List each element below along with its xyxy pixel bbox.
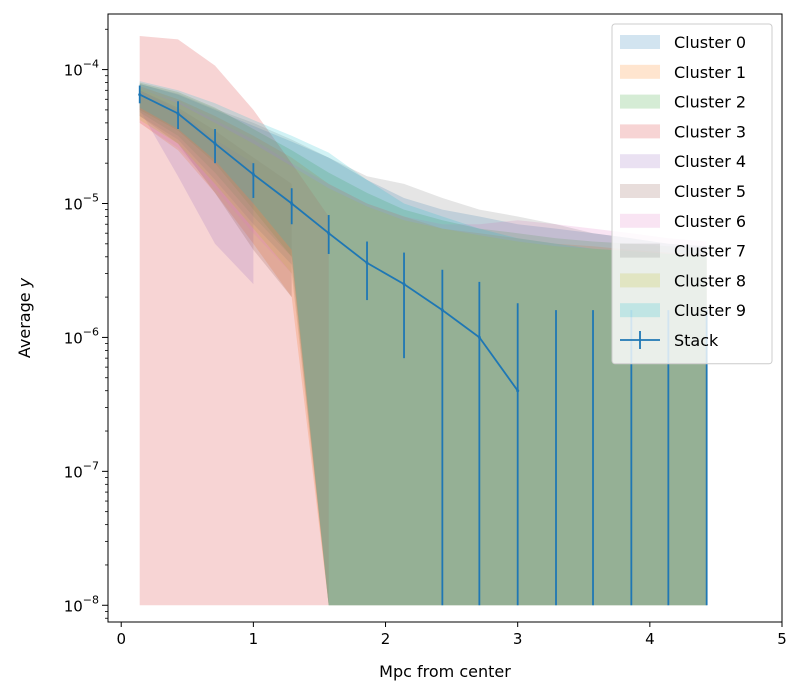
legend-label: Cluster 1 bbox=[674, 63, 746, 82]
legend-box bbox=[611, 23, 773, 365]
stack-point bbox=[213, 142, 217, 146]
stack-point bbox=[516, 389, 520, 393]
x-axis: 0 1 2 3 4 5 bbox=[116, 622, 787, 648]
legend-label: Cluster 9 bbox=[674, 301, 746, 320]
y-tick-label: 10−5 bbox=[64, 191, 99, 213]
stack-point bbox=[365, 261, 369, 265]
stack-point bbox=[477, 335, 481, 339]
y-tick-label: 10−4 bbox=[64, 58, 99, 80]
legend-label: Cluster 3 bbox=[674, 122, 746, 141]
band-cluster-0 bbox=[139, 84, 707, 606]
stack-point bbox=[138, 93, 142, 97]
band-cluster-2 bbox=[139, 82, 707, 606]
legend-swatch bbox=[620, 273, 660, 288]
x-tick-label: 3 bbox=[513, 630, 523, 648]
band-cluster-1 bbox=[139, 86, 707, 606]
stack-point bbox=[402, 282, 406, 286]
y-tick-label: 10−6 bbox=[64, 325, 99, 347]
stack-point bbox=[251, 172, 255, 176]
legend-swatch bbox=[620, 303, 660, 318]
band-cluster-5 bbox=[139, 90, 292, 298]
plot-frame bbox=[107, 13, 783, 623]
band-cluster-7 bbox=[139, 84, 707, 606]
stack-point bbox=[176, 111, 180, 115]
x-tick-label: 4 bbox=[645, 630, 655, 648]
x-tick-label: 2 bbox=[381, 630, 391, 648]
legend: Cluster 0 Cluster 1 Cluster 2 Cluster 3 Clus… bbox=[611, 23, 773, 365]
cluster-bands bbox=[139, 36, 707, 606]
x-axis-label: Mpc from center bbox=[379, 662, 511, 681]
legend-swatch bbox=[620, 64, 660, 79]
band-cluster-4 bbox=[139, 90, 254, 285]
y-tick-label: 10−8 bbox=[64, 593, 99, 615]
y-tick-label: 10−7 bbox=[64, 459, 99, 481]
stack-point bbox=[327, 231, 331, 235]
band-cluster-9 bbox=[139, 81, 707, 606]
x-tick-label: 0 bbox=[116, 630, 126, 648]
legend-swatch bbox=[620, 243, 660, 258]
band-cluster-6 bbox=[139, 90, 707, 606]
legend-swatch bbox=[620, 213, 660, 228]
legend-swatch bbox=[620, 94, 660, 109]
x-tick-label: 5 bbox=[777, 630, 787, 648]
stack-point bbox=[290, 201, 294, 205]
legend-swatch bbox=[620, 154, 660, 169]
legend-label: Cluster 2 bbox=[674, 93, 746, 112]
legend-label: Stack bbox=[674, 331, 719, 350]
band-cluster-8 bbox=[139, 88, 707, 606]
stack-point bbox=[440, 308, 444, 312]
legend-label: Cluster 6 bbox=[674, 212, 746, 231]
stack-series bbox=[138, 85, 708, 606]
legend-swatch bbox=[620, 184, 660, 198]
legend-label: Cluster 8 bbox=[674, 271, 746, 290]
x-tick-label: 1 bbox=[249, 630, 259, 648]
legend-label: Cluster 5 bbox=[674, 182, 746, 201]
legend-swatch bbox=[620, 35, 660, 49]
legend-label: Cluster 7 bbox=[674, 242, 746, 261]
legend-swatch bbox=[620, 124, 660, 139]
y-axis-label: Average y bbox=[15, 277, 34, 358]
band-cluster-3 bbox=[139, 36, 329, 606]
legend-label: Cluster 4 bbox=[674, 152, 746, 171]
y-axis: 10−8 10−7 10−6 10−5 10−4 bbox=[64, 28, 108, 619]
legend-label: Cluster 0 bbox=[674, 33, 746, 52]
